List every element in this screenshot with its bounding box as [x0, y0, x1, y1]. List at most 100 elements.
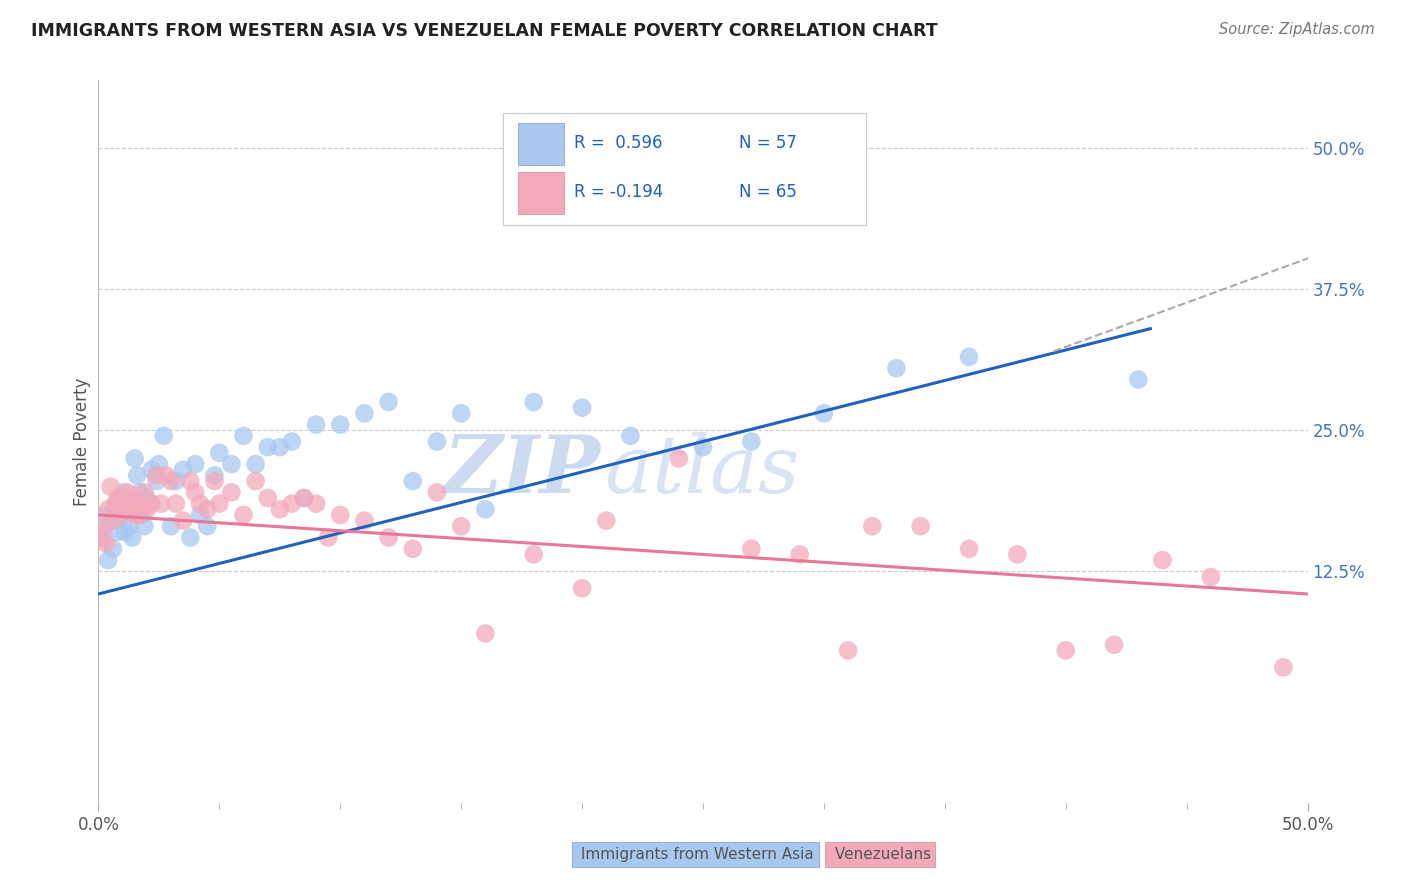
Point [104, 497, 127, 511]
Point [101, 514, 124, 528]
Point [114, 502, 136, 516]
Point [256, 491, 278, 505]
Point [90, 531, 112, 545]
Text: N = 57: N = 57 [740, 134, 797, 153]
Point [353, 406, 375, 420]
Point [127, 497, 149, 511]
Point [269, 440, 291, 454]
Point [595, 514, 617, 528]
Point [107, 491, 129, 505]
Point [118, 519, 141, 533]
Point [101, 541, 124, 556]
Point [1102, 638, 1125, 652]
Text: Venezuelans: Venezuelans [830, 847, 931, 862]
Point [402, 474, 425, 488]
Point [208, 497, 231, 511]
Point [204, 468, 226, 483]
Point [450, 519, 472, 533]
Text: Source: ZipAtlas.com: Source: ZipAtlas.com [1219, 22, 1375, 37]
Point [131, 508, 153, 522]
Point [94, 536, 117, 550]
Point [1054, 643, 1077, 657]
Point [195, 502, 218, 516]
Point [292, 491, 315, 505]
Point [208, 446, 231, 460]
Point [269, 502, 291, 516]
Point [91, 524, 114, 539]
Point [377, 395, 399, 409]
Point [474, 626, 496, 640]
Point [837, 643, 859, 657]
Point [150, 497, 173, 511]
Point [450, 406, 472, 420]
Point [97, 502, 120, 516]
Point [111, 485, 134, 500]
Point [292, 491, 315, 505]
Point [117, 485, 139, 500]
Point [329, 508, 352, 522]
Point [165, 474, 187, 488]
Point [571, 401, 593, 415]
Point [523, 548, 546, 562]
Point [619, 429, 641, 443]
Point [97, 553, 120, 567]
Point [740, 434, 762, 449]
Point [1152, 553, 1174, 567]
Point [692, 440, 714, 454]
Text: N = 65: N = 65 [740, 183, 797, 202]
Point [118, 497, 141, 511]
Point [148, 457, 170, 471]
Text: R = -0.194: R = -0.194 [574, 183, 662, 202]
Point [474, 502, 496, 516]
Point [957, 350, 980, 364]
Point [204, 474, 226, 488]
Point [860, 519, 883, 533]
Point [121, 491, 143, 505]
Point [571, 582, 593, 596]
Point [184, 457, 207, 471]
Point [426, 434, 449, 449]
Point [957, 541, 980, 556]
Point [141, 463, 163, 477]
Point [145, 474, 167, 488]
Point [145, 468, 167, 483]
Point [232, 508, 254, 522]
Point [135, 491, 157, 505]
Point [188, 497, 211, 511]
Point [90, 531, 112, 545]
FancyBboxPatch shape [503, 112, 866, 225]
Point [281, 434, 304, 449]
Point [100, 514, 122, 528]
Point [111, 491, 134, 505]
Point [221, 485, 243, 500]
Point [232, 429, 254, 443]
Point [104, 502, 127, 516]
Point [179, 531, 201, 545]
Point [329, 417, 352, 432]
Point [152, 429, 174, 443]
Point [128, 508, 150, 522]
Point [114, 524, 136, 539]
Point [377, 531, 399, 545]
Text: R =  0.596: R = 0.596 [574, 134, 662, 153]
Point [141, 497, 163, 511]
Point [172, 463, 194, 477]
Text: ZIP: ZIP [443, 432, 600, 509]
Point [107, 524, 129, 539]
Point [353, 514, 375, 528]
Point [117, 491, 139, 505]
Point [172, 514, 194, 528]
Point [305, 497, 328, 511]
Point [221, 457, 243, 471]
Point [124, 451, 146, 466]
Point [523, 395, 546, 409]
Text: atlas: atlas [603, 432, 799, 509]
Point [135, 502, 157, 516]
Point [100, 480, 122, 494]
Point [426, 485, 449, 500]
Point [1007, 548, 1029, 562]
Point [165, 497, 187, 511]
Point [910, 519, 932, 533]
Point [195, 519, 218, 533]
FancyBboxPatch shape [517, 172, 564, 214]
